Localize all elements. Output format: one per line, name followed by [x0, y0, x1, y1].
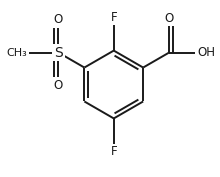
- Text: S: S: [54, 46, 63, 60]
- Text: OH: OH: [197, 46, 215, 59]
- Text: CH₃: CH₃: [6, 48, 27, 58]
- Text: F: F: [110, 145, 117, 158]
- Text: O: O: [54, 79, 63, 92]
- Text: O: O: [54, 13, 63, 26]
- Text: F: F: [110, 11, 117, 24]
- Text: O: O: [164, 12, 174, 25]
